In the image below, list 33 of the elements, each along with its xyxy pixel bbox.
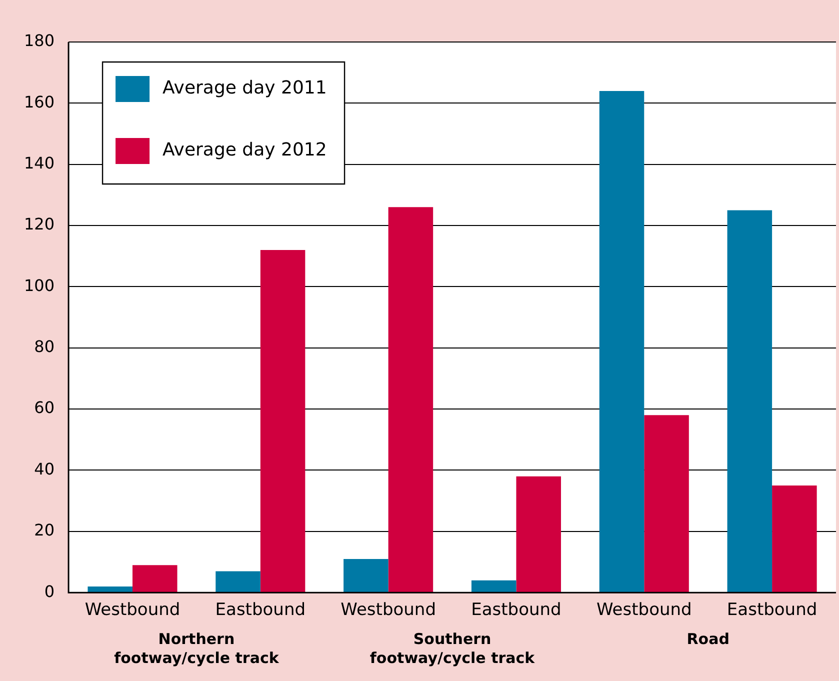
bar — [260, 250, 306, 592]
bar — [772, 486, 817, 592]
y-tick-label: 80 — [34, 337, 55, 356]
bar — [88, 586, 132, 592]
legend-label: Average day 2011 — [162, 78, 327, 99]
bar — [216, 571, 260, 592]
x-tick-label: Eastbound — [215, 600, 306, 620]
y-tick-label: 120 — [24, 214, 55, 234]
y-tick-label: 20 — [34, 520, 55, 540]
y-tick-label: 100 — [24, 276, 55, 295]
y-tick-label: 140 — [24, 154, 55, 173]
bar — [344, 558, 388, 592]
bar — [471, 580, 516, 592]
legend-label: Average day 2012 — [162, 140, 327, 161]
text: Northern footway/cycle track — [114, 630, 280, 667]
x-tick-label: Eastbound — [471, 600, 562, 620]
y-tick-label: 180 — [24, 31, 55, 50]
y-tick-label: 60 — [34, 398, 55, 418]
y-tick-label: 40 — [34, 459, 55, 478]
x-tick-label: Westbound — [340, 600, 436, 620]
x-tick-label: Westbound — [84, 600, 180, 620]
bar — [599, 90, 644, 592]
text: Road — [686, 630, 730, 648]
y-tick-label: 160 — [24, 92, 55, 112]
bar — [388, 207, 434, 592]
bar — [132, 565, 178, 592]
x-tick-label: Westbound — [596, 600, 692, 620]
bar — [727, 210, 772, 592]
text: Southern footway/cycle track — [370, 630, 536, 667]
bar — [644, 415, 689, 592]
bar — [516, 476, 561, 592]
y-tick-label: 0 — [44, 582, 55, 601]
x-tick-label: Eastbound — [726, 600, 818, 620]
